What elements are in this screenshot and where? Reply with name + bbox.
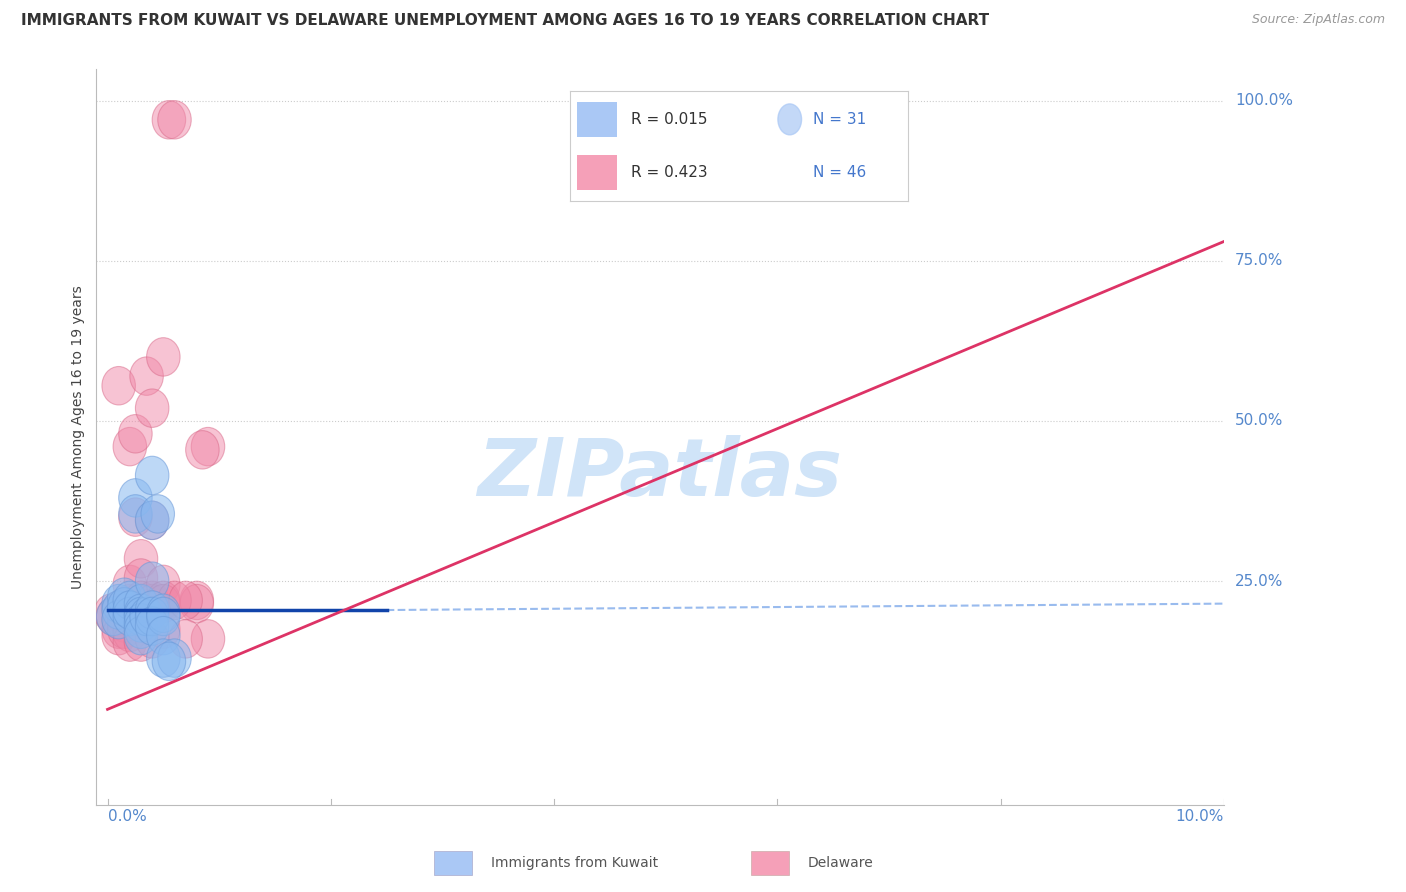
Ellipse shape — [118, 415, 152, 453]
Ellipse shape — [135, 562, 169, 600]
Ellipse shape — [186, 431, 219, 469]
Ellipse shape — [135, 582, 169, 620]
Text: Source: ZipAtlas.com: Source: ZipAtlas.com — [1251, 13, 1385, 27]
Ellipse shape — [124, 616, 157, 655]
Ellipse shape — [146, 582, 180, 620]
Ellipse shape — [135, 598, 169, 636]
Ellipse shape — [112, 427, 146, 466]
Ellipse shape — [152, 101, 186, 139]
Ellipse shape — [169, 620, 202, 658]
Ellipse shape — [124, 623, 157, 661]
Ellipse shape — [180, 584, 214, 623]
Text: Delaware: Delaware — [808, 856, 873, 870]
Ellipse shape — [146, 598, 180, 636]
Ellipse shape — [135, 501, 169, 540]
Ellipse shape — [107, 598, 141, 636]
Ellipse shape — [101, 600, 135, 639]
Text: 50.0%: 50.0% — [1234, 414, 1284, 428]
Ellipse shape — [112, 566, 146, 604]
Ellipse shape — [141, 495, 174, 533]
Ellipse shape — [107, 578, 141, 616]
Ellipse shape — [124, 598, 157, 636]
Ellipse shape — [146, 639, 180, 677]
Ellipse shape — [157, 639, 191, 677]
Ellipse shape — [135, 591, 169, 629]
Text: 100.0%: 100.0% — [1234, 93, 1294, 108]
Text: ZIPatlas: ZIPatlas — [478, 435, 842, 513]
Ellipse shape — [157, 582, 191, 620]
Ellipse shape — [135, 607, 169, 645]
Ellipse shape — [112, 582, 146, 620]
Ellipse shape — [124, 594, 157, 632]
Ellipse shape — [135, 620, 169, 658]
Ellipse shape — [124, 540, 157, 578]
Ellipse shape — [135, 456, 169, 495]
Ellipse shape — [112, 598, 146, 636]
Ellipse shape — [97, 598, 129, 636]
Ellipse shape — [112, 591, 146, 629]
Ellipse shape — [129, 598, 163, 636]
Ellipse shape — [146, 594, 180, 632]
Ellipse shape — [146, 584, 180, 623]
Ellipse shape — [152, 642, 186, 681]
Ellipse shape — [101, 367, 135, 405]
Ellipse shape — [191, 620, 225, 658]
Ellipse shape — [157, 101, 191, 139]
Ellipse shape — [169, 582, 202, 620]
Ellipse shape — [112, 613, 146, 652]
Ellipse shape — [129, 357, 163, 395]
Ellipse shape — [112, 623, 146, 661]
Ellipse shape — [146, 338, 180, 376]
Ellipse shape — [124, 582, 157, 620]
Text: 10.0%: 10.0% — [1175, 809, 1223, 823]
Ellipse shape — [124, 558, 157, 598]
Ellipse shape — [124, 604, 157, 642]
Ellipse shape — [107, 610, 141, 648]
Ellipse shape — [118, 495, 152, 533]
Ellipse shape — [118, 479, 152, 517]
Ellipse shape — [124, 584, 157, 623]
Ellipse shape — [107, 594, 141, 632]
Ellipse shape — [107, 604, 141, 642]
Ellipse shape — [124, 591, 157, 629]
Ellipse shape — [146, 616, 180, 655]
Text: IMMIGRANTS FROM KUWAIT VS DELAWARE UNEMPLOYMENT AMONG AGES 16 TO 19 YEARS CORREL: IMMIGRANTS FROM KUWAIT VS DELAWARE UNEMP… — [21, 13, 990, 29]
Ellipse shape — [101, 610, 135, 648]
Text: Immigrants from Kuwait: Immigrants from Kuwait — [492, 856, 658, 870]
Ellipse shape — [101, 591, 135, 629]
Ellipse shape — [97, 598, 129, 636]
Ellipse shape — [101, 591, 135, 629]
Ellipse shape — [146, 610, 180, 648]
Ellipse shape — [135, 501, 169, 540]
Ellipse shape — [107, 588, 141, 626]
Ellipse shape — [124, 584, 157, 623]
Ellipse shape — [101, 600, 135, 639]
Ellipse shape — [112, 584, 146, 623]
Y-axis label: Unemployment Among Ages 16 to 19 years: Unemployment Among Ages 16 to 19 years — [72, 285, 86, 589]
Text: 75.0%: 75.0% — [1234, 253, 1284, 268]
Ellipse shape — [135, 389, 169, 427]
Ellipse shape — [94, 594, 128, 632]
Ellipse shape — [101, 616, 135, 655]
FancyBboxPatch shape — [751, 851, 789, 875]
Text: 25.0%: 25.0% — [1234, 574, 1284, 589]
Ellipse shape — [101, 584, 135, 623]
Ellipse shape — [118, 498, 152, 536]
Ellipse shape — [146, 566, 180, 604]
Text: 0.0%: 0.0% — [107, 809, 146, 823]
FancyBboxPatch shape — [434, 851, 472, 875]
Ellipse shape — [112, 591, 146, 629]
Ellipse shape — [180, 582, 214, 620]
Ellipse shape — [191, 427, 225, 466]
Ellipse shape — [135, 584, 169, 623]
Ellipse shape — [124, 610, 157, 648]
